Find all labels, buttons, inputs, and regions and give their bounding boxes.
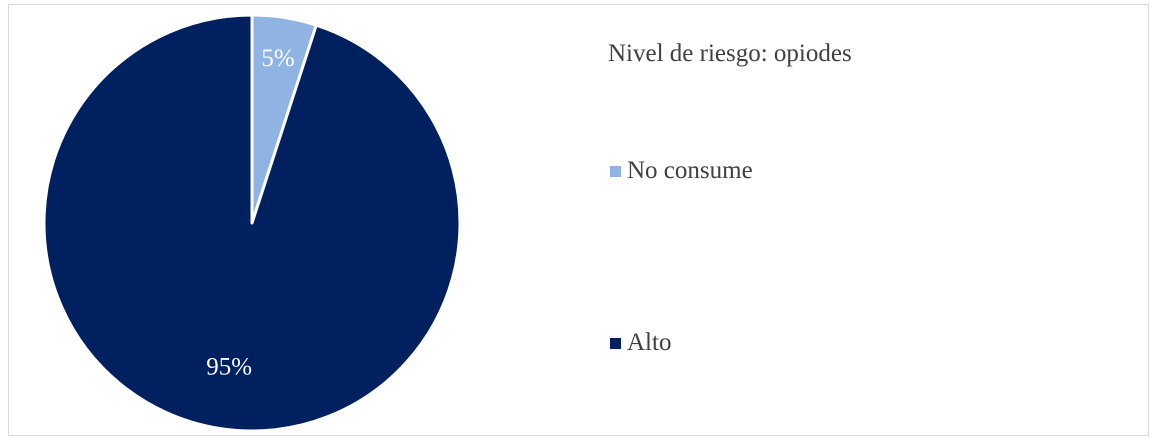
legend-item-no-consume: No consume: [610, 157, 753, 185]
legend-item-alto: Alto: [610, 329, 671, 357]
legend-label-alto: Alto: [627, 329, 672, 356]
data-label-alto: 95%: [206, 353, 252, 380]
pie-slice-alto: [42, 13, 462, 433]
legend-swatch-no-consume: [610, 165, 621, 177]
data-label-no-consume: 5%: [261, 45, 294, 72]
chart-title: Nivel de riesgo: opiodes: [608, 40, 852, 67]
legend-swatch-alto: [610, 337, 621, 349]
legend-label-no-consume: No consume: [627, 157, 753, 184]
